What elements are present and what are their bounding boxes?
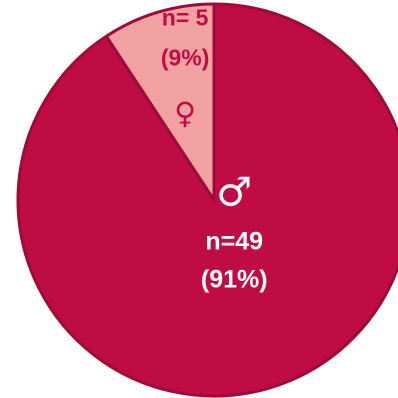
slice-male-symbol: ♂ (216, 170, 252, 216)
pie-slice-female (104, 2, 216, 202)
slice-female-symbol: ♀ (174, 97, 196, 132)
pie-slice-male (16, 2, 398, 398)
slice-female-count-label: n= 5 (162, 5, 209, 31)
slice-male-pct-label: (91%) (201, 266, 268, 294)
slice-male-count-label: n=49 (205, 228, 263, 256)
slice-female-pct-label: (9%) (161, 45, 210, 71)
